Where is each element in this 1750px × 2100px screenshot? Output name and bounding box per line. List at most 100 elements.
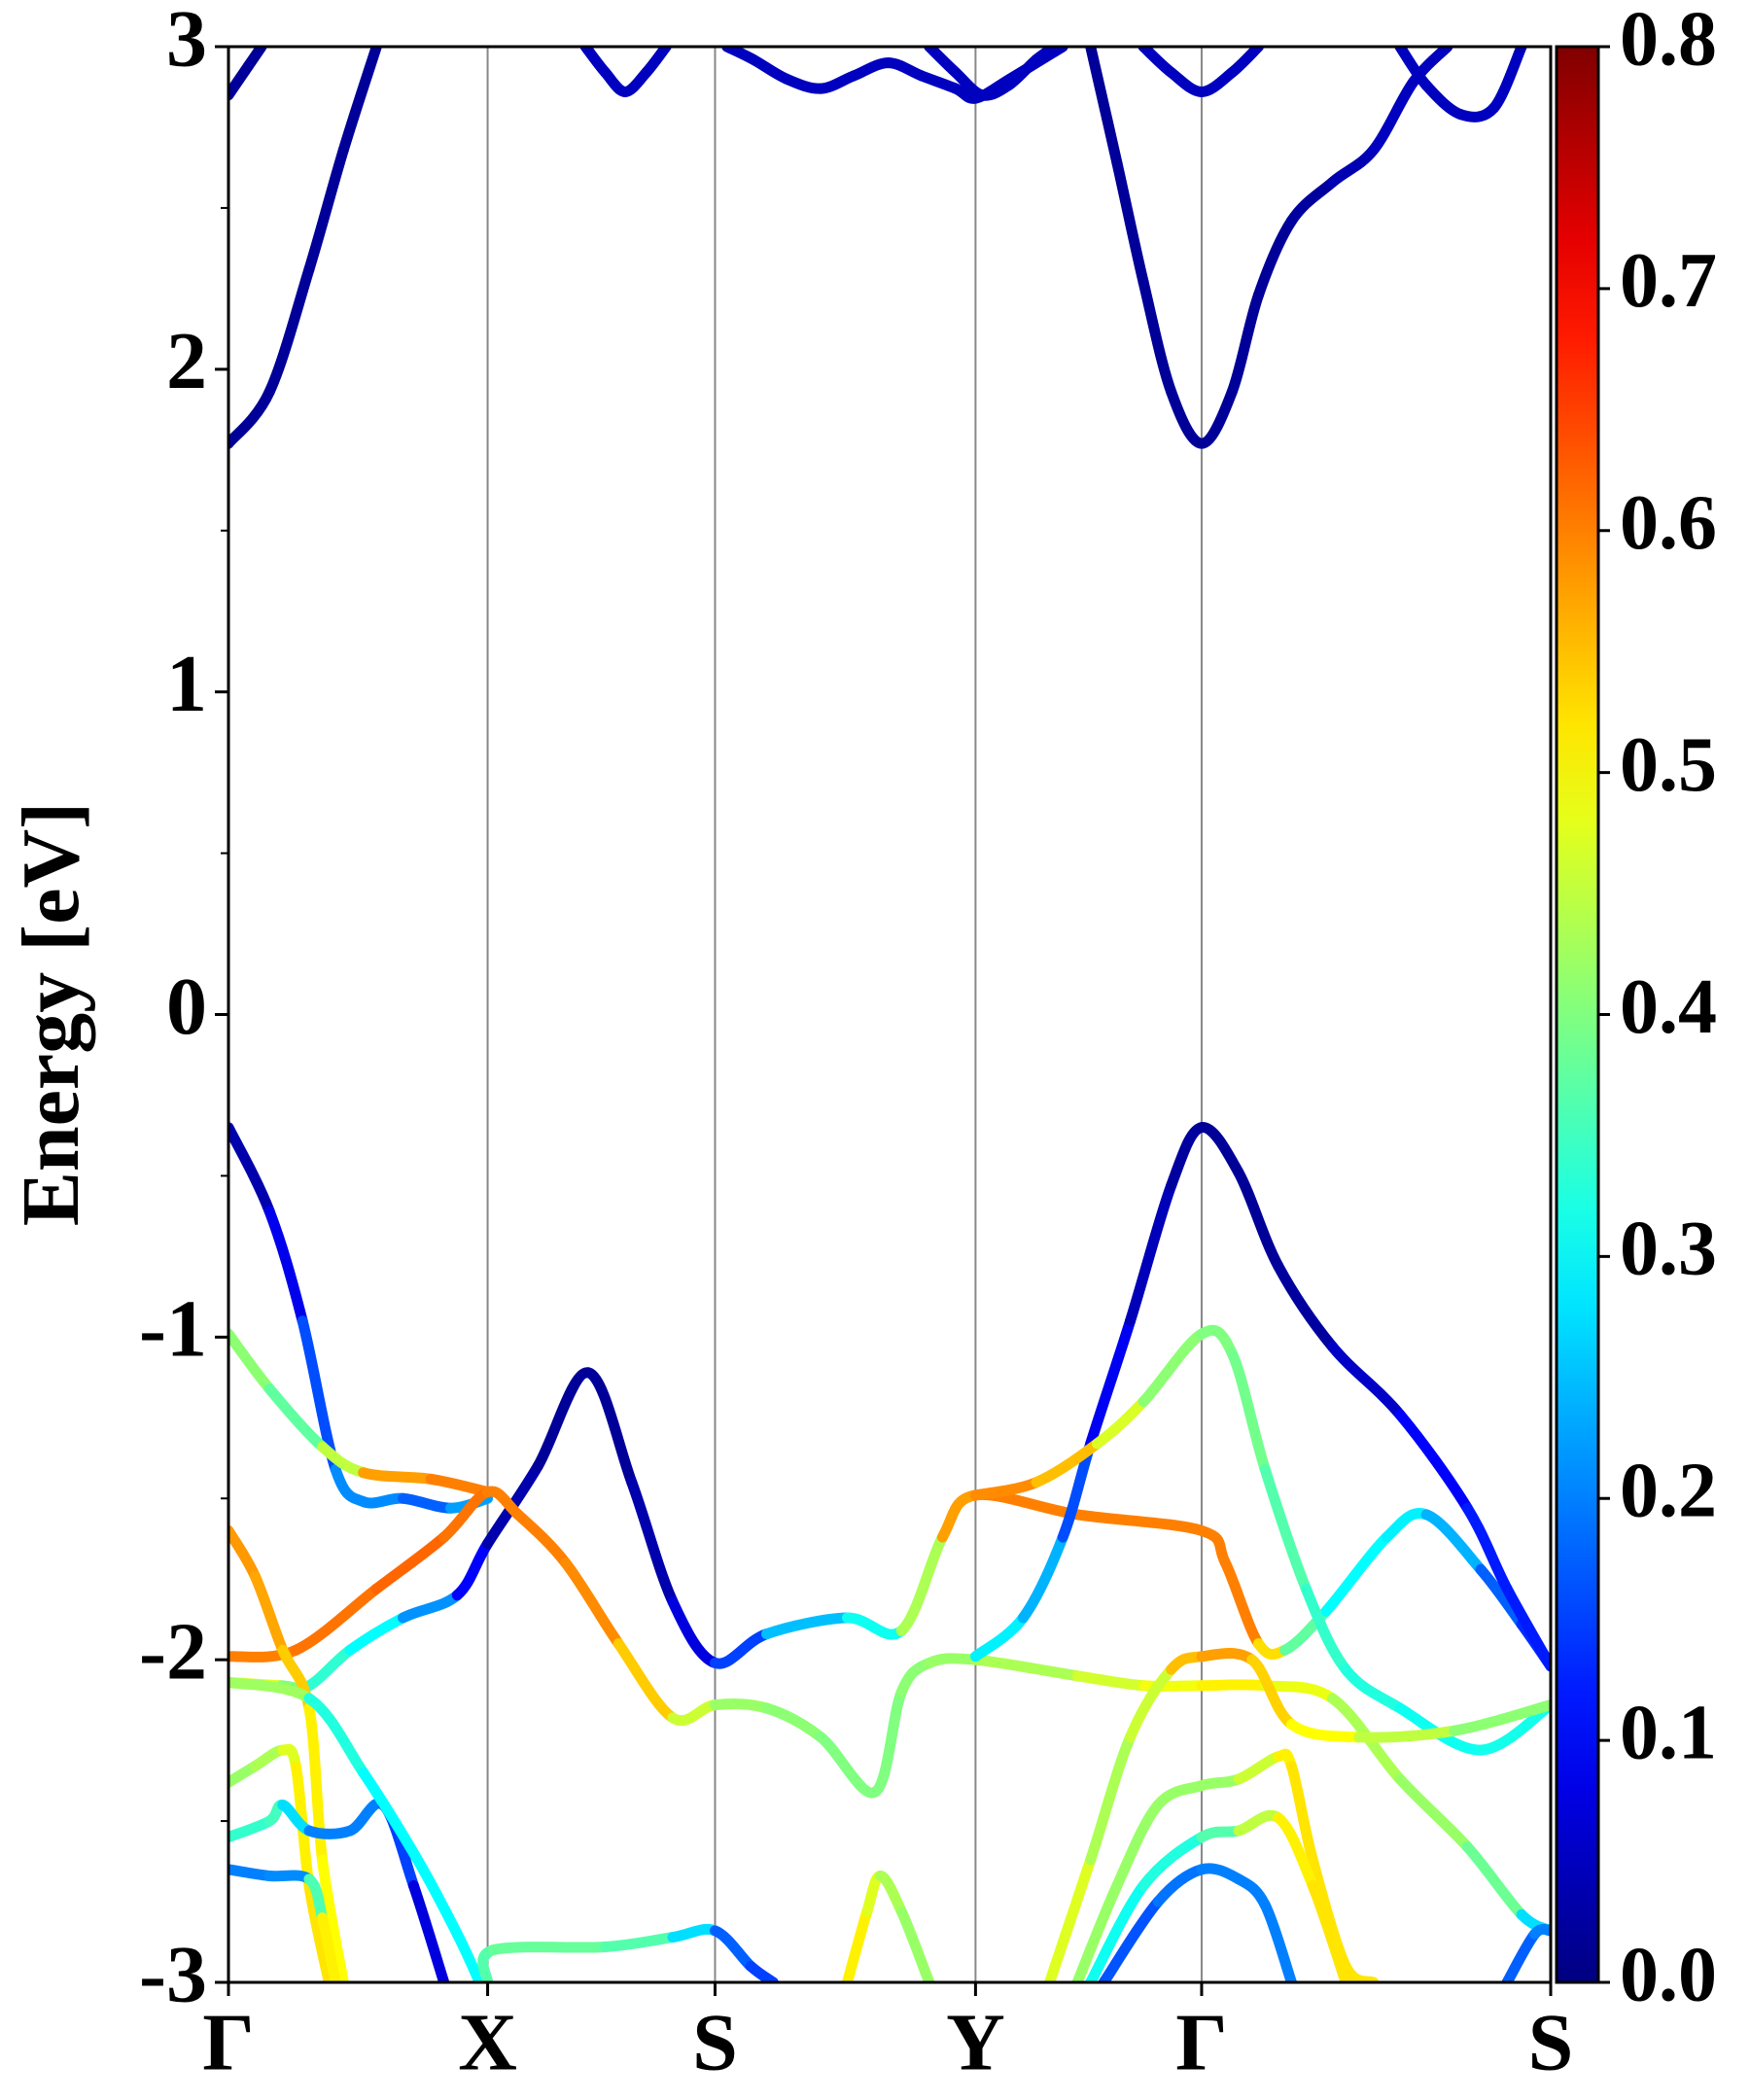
band-segment (1166, 67, 1208, 97)
band-segment (228, 1328, 275, 1394)
band-segment (815, 1732, 881, 1799)
band-segment (290, 1583, 382, 1656)
band-segment (745, 1960, 779, 1982)
band-segment (841, 1906, 873, 1982)
band-segment (358, 1467, 437, 1485)
plot-frame (227, 45, 1553, 1984)
band-segment (1092, 1396, 1149, 1450)
band-segment (1071, 1509, 1208, 1536)
band-segment (1246, 1654, 1297, 1731)
band-segment (761, 1612, 853, 1640)
band-segment (612, 1638, 679, 1724)
x-tick-label: X (458, 1997, 517, 2087)
band-segment (600, 1932, 679, 1952)
band-segment (303, 1693, 369, 1778)
colorbar-tick-label: 0.6 (1620, 480, 1717, 566)
y-axis-label: Energy [eV] (6, 802, 96, 1226)
colorbar-tick-label: 0.5 (1620, 722, 1717, 808)
colorbar-tick-label: 0.3 (1620, 1207, 1717, 1292)
band-segment (709, 1628, 773, 1669)
band-segment (1394, 1409, 1473, 1514)
band-segment (1196, 1679, 1271, 1692)
band-segment (1044, 1854, 1097, 1982)
band-segment (1125, 1179, 1177, 1327)
band-segment (1071, 1879, 1123, 1982)
band-segment (1226, 1348, 1271, 1475)
band-segment (1196, 1825, 1244, 1843)
y-tick-label: 0 (166, 962, 207, 1052)
band-segment (487, 1942, 612, 1956)
band-segment (228, 1676, 315, 1704)
band-segment (1307, 1879, 1351, 1982)
x-tick-label: Γ (1175, 1997, 1227, 2087)
band-segment (317, 1912, 341, 1982)
band-segment (242, 47, 267, 72)
band-segment (344, 1798, 389, 1837)
band-segment (303, 1702, 329, 1866)
band-segment (249, 1570, 289, 1656)
band-segment (1353, 1725, 1460, 1743)
band-segment (1233, 1167, 1284, 1272)
band-segment (1111, 1799, 1164, 1891)
band-segment (411, 1854, 463, 1940)
band-segment (1085, 1732, 1137, 1866)
band-segment (1138, 47, 1177, 79)
colorbar-tick-label: 0.8 (1620, 0, 1717, 82)
band-segment (1461, 1841, 1527, 1920)
x-tick-label: S (1528, 1997, 1574, 2087)
band-segment (582, 1367, 638, 1488)
band-segment (1071, 1670, 1149, 1692)
band-segment (560, 1558, 624, 1650)
band-segment (1196, 1524, 1231, 1569)
band-segment (1394, 1773, 1473, 1853)
band-segment (1125, 1663, 1177, 1743)
band-segment (1501, 1583, 1551, 1672)
x-tick-label: S (692, 1997, 738, 2087)
band-segment (1196, 1863, 1244, 1885)
band-segment (841, 1612, 907, 1640)
grid (228, 47, 1552, 1982)
band-segment (781, 73, 826, 94)
band-segment (1226, 290, 1264, 398)
band-segment (1219, 1558, 1264, 1650)
band-segment (1368, 77, 1419, 156)
band-segment (1340, 1663, 1406, 1714)
band-segment (969, 1612, 1029, 1662)
band-segment (924, 1653, 981, 1668)
band-segment (1152, 1864, 1208, 1908)
band-segment (1501, 1928, 1541, 1982)
band-segment (303, 144, 349, 275)
band-segment (228, 1524, 261, 1582)
band-segment (228, 1122, 275, 1217)
band-segment (1461, 1502, 1513, 1594)
band-segment (451, 1928, 485, 1982)
band-segment (1196, 386, 1238, 449)
band-segment (895, 1906, 935, 1982)
band-segment (451, 1538, 494, 1601)
band-segment (1226, 47, 1264, 79)
band-segment (228, 1864, 275, 1881)
band-segment (1196, 1324, 1238, 1359)
axes: -3 -2 -1 0 1 2 3 Γ X S Y Γ S 0.0 0.1 0.2 0.3 0.4 0.5 0.6 0.7… (139, 0, 1717, 2087)
band-segment (709, 1698, 773, 1714)
band-segment (895, 1531, 948, 1636)
band-segment (1196, 1648, 1258, 1665)
band-segment (1273, 1812, 1318, 1891)
band-segment (1285, 1719, 1365, 1743)
band-segment (1085, 1315, 1137, 1450)
band-segment (1166, 386, 1208, 449)
band-segment (303, 1879, 334, 1982)
band-segment (1196, 1122, 1244, 1178)
band-segment (936, 1489, 981, 1543)
band-segment (1259, 1899, 1297, 1982)
band-segment (1138, 276, 1177, 398)
band-segment (1196, 1773, 1244, 1792)
band-segment (303, 1825, 356, 1839)
band-segment (358, 1767, 423, 1866)
band-segment (1017, 1531, 1068, 1624)
band-segment (1529, 1923, 1551, 1940)
y-tick-label: 1 (166, 639, 207, 729)
band-segment (626, 1477, 679, 1607)
band-segment (1166, 1122, 1208, 1191)
